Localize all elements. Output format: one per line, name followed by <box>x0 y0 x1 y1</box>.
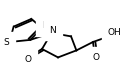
Text: N: N <box>49 26 56 35</box>
Text: S: S <box>3 38 9 46</box>
Text: OH: OH <box>107 28 121 37</box>
Text: O: O <box>24 55 31 64</box>
Text: N: N <box>42 21 48 30</box>
Text: O: O <box>92 53 99 62</box>
